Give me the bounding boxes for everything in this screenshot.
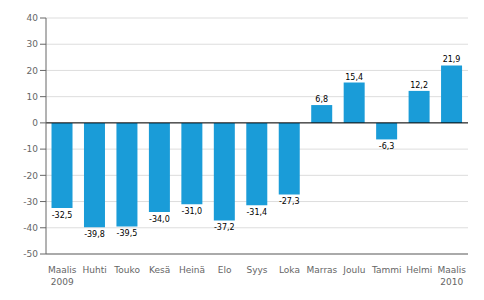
- svg-text:Joulu: Joulu: [342, 265, 365, 275]
- svg-text:30: 30: [27, 39, 39, 49]
- svg-text:-31,0: -31,0: [182, 207, 203, 216]
- svg-text:6,8: 6,8: [315, 95, 328, 104]
- svg-text:-40: -40: [23, 223, 38, 233]
- svg-text:-39,8: -39,8: [84, 230, 105, 239]
- svg-text:-39,5: -39,5: [117, 229, 138, 238]
- svg-text:-30: -30: [23, 197, 38, 207]
- svg-text:-27,3: -27,3: [279, 197, 300, 206]
- svg-text:Tammi: Tammi: [371, 265, 402, 275]
- svg-text:Loka: Loka: [279, 265, 300, 275]
- svg-text:-31,4: -31,4: [246, 208, 267, 217]
- svg-text:Elo: Elo: [218, 265, 232, 275]
- svg-text:Huhti: Huhti: [83, 265, 107, 275]
- svg-text:10: 10: [27, 92, 39, 102]
- svg-text:Maalis: Maalis: [438, 265, 467, 275]
- svg-text:15,4: 15,4: [345, 73, 363, 82]
- svg-text:Maalis: Maalis: [48, 265, 77, 275]
- svg-text:Syys: Syys: [246, 265, 267, 275]
- svg-text:-32,5: -32,5: [52, 211, 73, 220]
- svg-text:40: 40: [27, 13, 39, 23]
- svg-text:Touko: Touko: [113, 265, 140, 275]
- svg-text:-6,3: -6,3: [379, 142, 395, 151]
- svg-text:21,9: 21,9: [443, 55, 461, 64]
- svg-text:2009: 2009: [51, 277, 74, 287]
- svg-text:-10: -10: [23, 144, 38, 154]
- svg-text:Helmi: Helmi: [406, 265, 432, 275]
- svg-text:Kesä: Kesä: [149, 265, 170, 275]
- svg-text:-50: -50: [23, 249, 38, 259]
- svg-text:20: 20: [27, 66, 39, 76]
- svg-text:Marras: Marras: [307, 265, 338, 275]
- svg-text:Heinä: Heinä: [179, 265, 205, 275]
- svg-text:-20: -20: [23, 171, 38, 181]
- svg-text:-37,2: -37,2: [214, 223, 235, 232]
- svg-text:2010: 2010: [440, 277, 463, 287]
- svg-text:0: 0: [32, 118, 38, 128]
- svg-text:12,2: 12,2: [410, 81, 428, 90]
- svg-text:-34,0: -34,0: [149, 215, 170, 224]
